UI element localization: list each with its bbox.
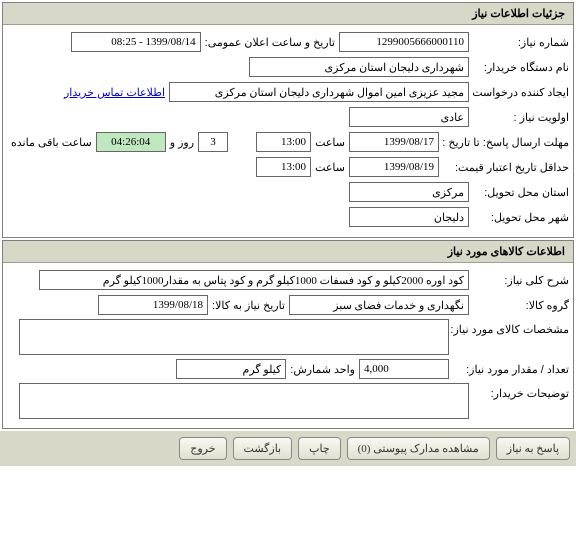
validity-date-input[interactable] (349, 157, 439, 177)
priority-input[interactable] (349, 107, 469, 127)
buyer-org-input[interactable] (249, 57, 469, 77)
need-date-label: تاریخ نیاز به کالا: (208, 299, 289, 312)
row-deadline: مهلت ارسال پاسخ: تا تاریخ : ساعت روز و س… (7, 131, 569, 153)
province-label: استان محل تحویل: (469, 186, 569, 199)
print-button[interactable]: چاپ (298, 437, 341, 460)
request-no-label: شماره نیاز: (469, 36, 569, 49)
pubdate-label: تاریخ و ساعت اعلان عمومی: (201, 36, 339, 49)
priority-label: اولویت نیاز : (469, 111, 569, 124)
row-qty: تعداد / مقدار مورد نیاز: واحد شمارش: (7, 358, 569, 380)
row-validity: حداقل تاریخ اعتبار قیمت: ساعت (7, 156, 569, 178)
row-creator: ایجاد کننده درخواست اطلاعات تماس خریدار (7, 81, 569, 103)
need-details-panel: جزئیات اطلاعات نیاز شماره نیاز: تاریخ و … (2, 2, 574, 238)
row-desc: شرح کلی نیاز: (7, 269, 569, 291)
row-buyer-org: نام دستگاه خریدار: (7, 56, 569, 78)
row-priority: اولویت نیاز : (7, 106, 569, 128)
deadline-time-input[interactable] (256, 132, 311, 152)
validity-time-input[interactable] (256, 157, 311, 177)
qty-label: تعداد / مقدار مورد نیاز: (449, 363, 569, 376)
unit-input[interactable] (176, 359, 286, 379)
respond-button[interactable]: پاسخ به نیاز (496, 437, 570, 460)
row-spec: مشخصات کالای مورد نیاز: (7, 319, 569, 355)
row-notes: توضیحات خریدار: (7, 383, 569, 419)
panel2-title: اطلاعات کالاهای مورد نیاز (3, 241, 573, 263)
remaining-label: ساعت باقی مانده (7, 136, 96, 149)
panel1-title: جزئیات اطلاعات نیاز (3, 3, 573, 25)
desc-input[interactable] (39, 270, 469, 290)
group-label: گروه کالا: (469, 299, 569, 312)
deadline-label: مهلت ارسال پاسخ: تا تاریخ : (439, 136, 569, 149)
spec-textarea[interactable] (19, 319, 449, 355)
need-date-input[interactable] (98, 295, 208, 315)
qty-input[interactable] (359, 359, 449, 379)
panel1-body: شماره نیاز: تاریخ و ساعت اعلان عمومی: نا… (3, 25, 573, 237)
row-city: شهر محل تحویل: (7, 206, 569, 228)
creator-label: ایجاد کننده درخواست (469, 86, 569, 99)
creator-input[interactable] (169, 82, 469, 102)
row-request-no: شماره نیاز: تاریخ و ساعت اعلان عمومی: (7, 31, 569, 53)
group-input[interactable] (289, 295, 469, 315)
notes-textarea[interactable] (19, 383, 469, 419)
validity-label: حداقل تاریخ اعتبار قیمت: (439, 161, 569, 174)
panel2-body: شرح کلی نیاز: گروه کالا: تاریخ نیاز به ک… (3, 263, 573, 428)
time-label-2: ساعت (311, 161, 349, 174)
deadline-date-input[interactable] (349, 132, 439, 152)
province-input[interactable] (349, 182, 469, 202)
pubdate-input[interactable] (71, 32, 201, 52)
button-bar: پاسخ به نیاز مشاهده مدارک پیوستی (0) چاپ… (0, 431, 576, 466)
row-group: گروه کالا: تاریخ نیاز به کالا: (7, 294, 569, 316)
notes-label: توضیحات خریدار: (469, 383, 569, 400)
row-province: استان محل تحویل: (7, 181, 569, 203)
exit-button[interactable]: خروج (179, 437, 226, 460)
days-label: روز و (166, 136, 198, 149)
city-input[interactable] (349, 207, 469, 227)
time-label-1: ساعت (311, 136, 349, 149)
goods-info-panel: اطلاعات کالاهای مورد نیاز شرح کلی نیاز: … (2, 240, 574, 429)
buyer-org-label: نام دستگاه خریدار: (469, 61, 569, 74)
back-button[interactable]: بازگشت (233, 437, 293, 460)
request-no-input[interactable] (339, 32, 469, 52)
attachments-button[interactable]: مشاهده مدارک پیوستی (0) (347, 437, 490, 460)
days-input[interactable] (198, 132, 228, 152)
desc-label: شرح کلی نیاز: (469, 274, 569, 287)
unit-label: واحد شمارش: (286, 363, 359, 376)
remaining-time-input (96, 132, 166, 152)
city-label: شهر محل تحویل: (469, 211, 569, 224)
contact-link[interactable]: اطلاعات تماس خریدار (64, 86, 165, 99)
spec-label: مشخصات کالای مورد نیاز: (449, 319, 569, 336)
